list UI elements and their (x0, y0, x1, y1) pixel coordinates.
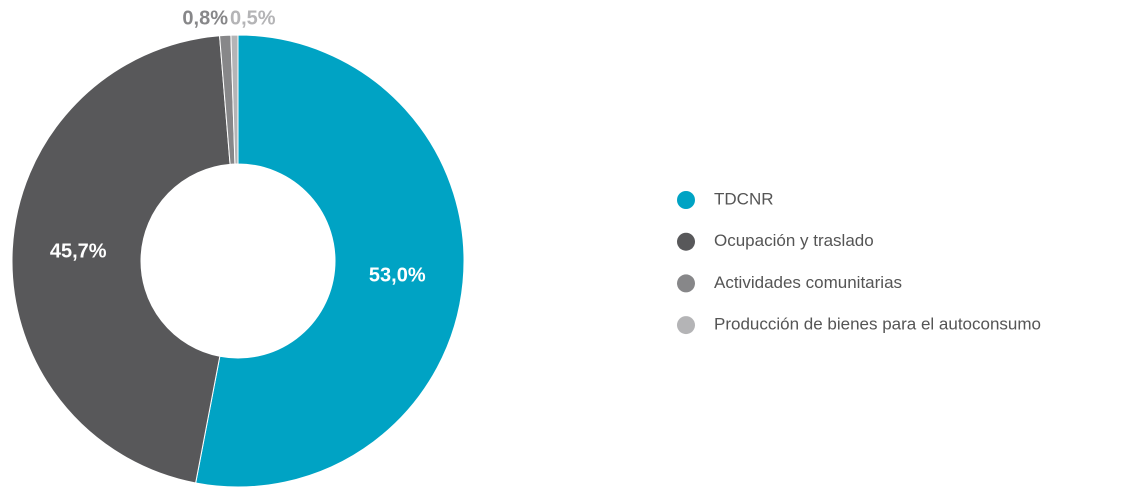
slice (230, 34, 239, 165)
legend-label: Ocupación y traslado (714, 231, 874, 250)
legend-swatch (677, 316, 695, 335)
value-label: 0,5% (230, 7, 276, 29)
value-label: 53,0% (369, 264, 426, 286)
legend-label: Actividades comunitarias (714, 273, 902, 292)
legend-label: TDCNR (714, 189, 774, 208)
legend-swatch (677, 191, 695, 209)
legend-swatch (677, 232, 695, 251)
legend-swatch (677, 274, 695, 293)
slice (11, 35, 231, 484)
legend-label: Producción de bienes para el autoconsumo (714, 315, 1041, 334)
value-label: 0,8% (182, 7, 228, 29)
slice (195, 34, 465, 487)
value-label: 45,7% (50, 241, 107, 263)
